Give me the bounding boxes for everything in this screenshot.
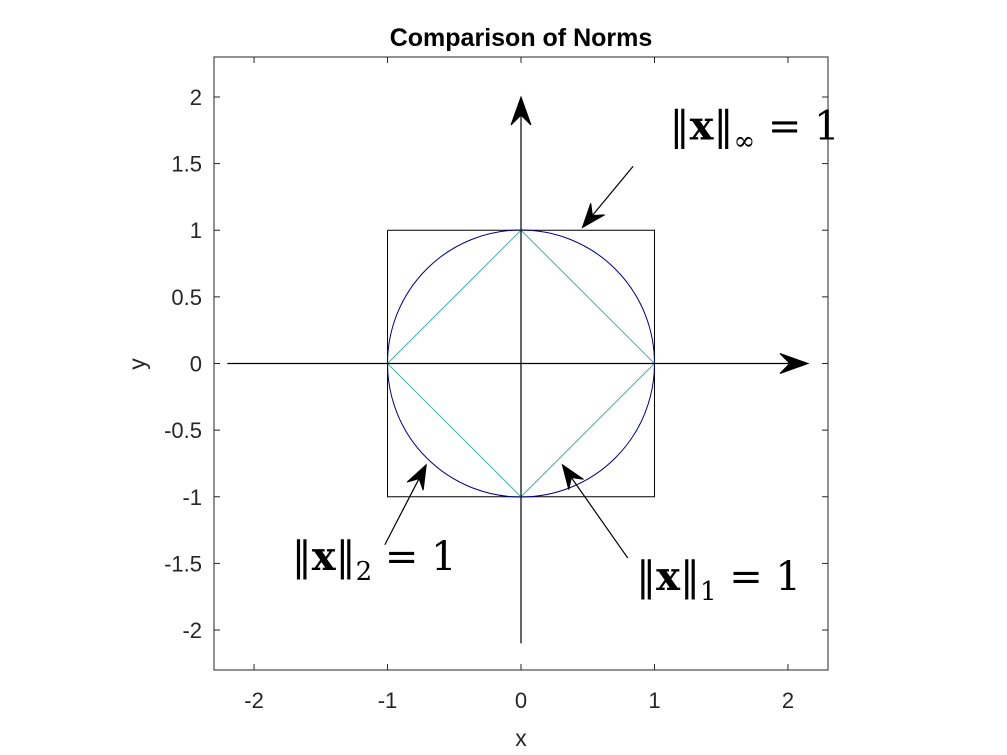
norm-bar-right: ‖: [680, 554, 700, 600]
norm-bar-right: ‖: [336, 534, 356, 580]
infinity-norm-square: [387, 229, 655, 498]
y-tick-label: 1: [190, 218, 202, 243]
x-tick-label: 2: [782, 688, 794, 713]
norm-equals: = 1: [755, 104, 839, 150]
annotation-arrowhead: [561, 463, 584, 490]
coordinate-axes: [227, 95, 810, 644]
x-axis-arrowhead: [779, 353, 810, 374]
norm-equals: = 1: [717, 554, 801, 600]
y-tick-label: 1.5: [171, 152, 202, 177]
norm-label-inf: ‖x‖∞ = 1: [670, 103, 840, 157]
y-axis-label: y: [124, 358, 150, 370]
norm-label-1: ‖x‖1 = 1: [636, 553, 801, 607]
norm-vector: x: [312, 533, 337, 580]
x-tick-label: -2: [244, 688, 264, 713]
norm-subscript: 2: [356, 557, 373, 587]
norm-annotations: ‖x‖∞ = 1‖x‖2 = 1 ‖x‖1 = 1: [292, 103, 840, 607]
annotation-arrow-line: [569, 475, 629, 559]
norm-bar-left: ‖: [292, 534, 312, 580]
norm-equals: = 1: [372, 534, 456, 580]
norm-bar-left: ‖: [636, 554, 656, 600]
y-tick-label: 0.5: [171, 285, 202, 310]
y-tick-label: -1: [182, 485, 202, 510]
y-tick-label: 0: [190, 352, 202, 377]
y-tick-label: -2: [182, 618, 202, 643]
annotation-arrow-line: [384, 476, 421, 546]
tick-labels: -2 -1 0 1 2 2 1.5 1 0.5 0 -0.5 -1 -1.5 -2: [164, 85, 794, 713]
norm-subscript: ∞: [733, 127, 755, 157]
y-tick-label: 2: [190, 85, 202, 110]
annotation-arrow-line: [590, 165, 634, 218]
chart-title: Comparison of Norms: [390, 24, 653, 52]
annotation-arrowhead: [406, 463, 427, 491]
annotation-arrowhead: [581, 203, 605, 229]
norm-vector: x: [656, 553, 681, 600]
norm-vector: x: [690, 103, 715, 150]
tick-marks: [214, 57, 828, 670]
norm-bar-left: ‖: [670, 104, 690, 150]
x-tick-label: 0: [515, 688, 527, 713]
x-axis-label: x: [515, 725, 527, 751]
x-tick-label: -1: [378, 688, 398, 713]
norm-subscript: 1: [700, 577, 717, 607]
x-tick-label: 1: [648, 688, 660, 713]
norm-bar-right: ‖: [713, 104, 733, 150]
y-axis-arrowhead: [510, 95, 532, 126]
y-tick-label: -1.5: [164, 551, 202, 576]
y-tick-label: -0.5: [164, 418, 202, 443]
norm-label-2: ‖x‖2 = 1: [292, 533, 457, 587]
